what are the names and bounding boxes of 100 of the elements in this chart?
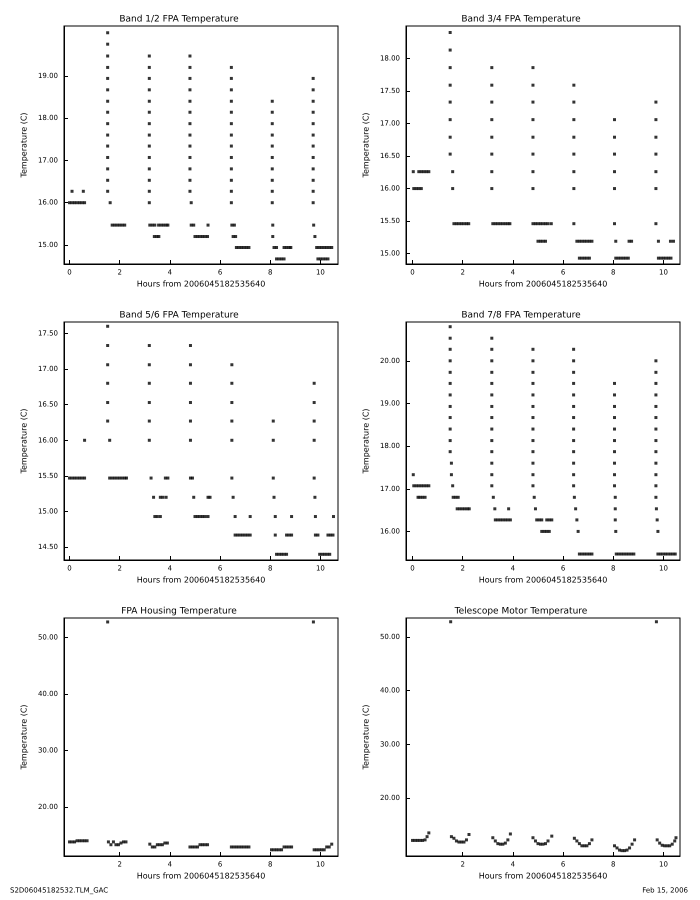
point: [285, 552, 288, 556]
point: [316, 534, 320, 537]
point: [451, 187, 454, 190]
point: [109, 843, 112, 846]
point: [232, 496, 235, 499]
point: [230, 401, 234, 404]
point: [670, 842, 674, 846]
point: [312, 438, 316, 442]
point: [161, 496, 164, 499]
point: [448, 152, 452, 156]
point: [490, 170, 494, 174]
point: [654, 462, 658, 465]
point: [230, 420, 234, 423]
point: [206, 843, 210, 846]
point: [490, 428, 494, 431]
point: [188, 420, 192, 423]
point: [270, 110, 274, 114]
point: [572, 462, 576, 465]
point: [590, 240, 594, 243]
point: [658, 842, 662, 845]
point: [613, 222, 616, 226]
x-axis-title: Hours from 2006045182535640: [136, 280, 266, 288]
point: [312, 100, 315, 103]
point: [531, 170, 534, 174]
point: [148, 88, 151, 92]
point: [70, 190, 74, 193]
point: [613, 404, 616, 408]
point: [575, 518, 578, 522]
point: [106, 156, 110, 159]
point: [328, 845, 331, 848]
point: [188, 122, 192, 126]
point: [270, 190, 274, 193]
point: [448, 325, 452, 328]
point: [106, 88, 110, 92]
point: [230, 476, 234, 480]
point: [572, 393, 576, 396]
point: [464, 838, 468, 842]
point: [106, 66, 110, 69]
point: [271, 224, 274, 227]
point: [330, 246, 334, 250]
point: [490, 84, 494, 87]
point: [290, 845, 294, 848]
point: [332, 515, 335, 518]
point: [572, 450, 576, 454]
point: [572, 100, 576, 104]
point: [451, 484, 454, 488]
point: [633, 838, 636, 842]
point: [270, 156, 274, 159]
point: [275, 246, 278, 250]
point: [507, 507, 510, 510]
point: [106, 100, 110, 103]
point: [448, 31, 452, 34]
point: [531, 484, 534, 488]
point: [322, 848, 326, 852]
point: [83, 438, 86, 442]
point: [106, 363, 110, 366]
point: [312, 167, 315, 170]
point: [626, 848, 629, 852]
point: [271, 235, 274, 238]
point: [424, 838, 427, 842]
point: [312, 420, 316, 423]
point: [448, 359, 452, 362]
point: [290, 534, 294, 537]
point: [490, 462, 494, 465]
point: [588, 256, 591, 260]
point: [572, 359, 576, 362]
point: [654, 118, 658, 122]
point: [540, 518, 544, 522]
point: [123, 224, 126, 227]
point: [188, 167, 192, 170]
point: [572, 428, 576, 431]
point: [188, 156, 192, 159]
point: [490, 393, 494, 396]
point: [204, 515, 207, 518]
point: [106, 110, 110, 114]
point: [448, 66, 452, 70]
point: [490, 416, 494, 420]
point: [613, 170, 616, 174]
point: [654, 370, 658, 374]
point: [585, 844, 588, 848]
point: [590, 552, 594, 556]
point: [614, 240, 618, 243]
point: [630, 842, 634, 846]
point: [448, 348, 452, 351]
point: [148, 156, 151, 159]
point: [616, 846, 619, 850]
point: [106, 382, 110, 385]
chart-title: Band 5/6 FPA Temperature: [119, 310, 240, 320]
point: [490, 136, 494, 139]
point: [148, 382, 151, 385]
point: [531, 370, 534, 374]
point: [572, 416, 576, 420]
point: [196, 845, 199, 848]
point: [230, 100, 233, 103]
point: [192, 224, 196, 227]
point: [668, 844, 672, 848]
point: [613, 416, 616, 420]
point: [540, 530, 544, 533]
point: [192, 496, 196, 499]
point: [312, 401, 316, 404]
